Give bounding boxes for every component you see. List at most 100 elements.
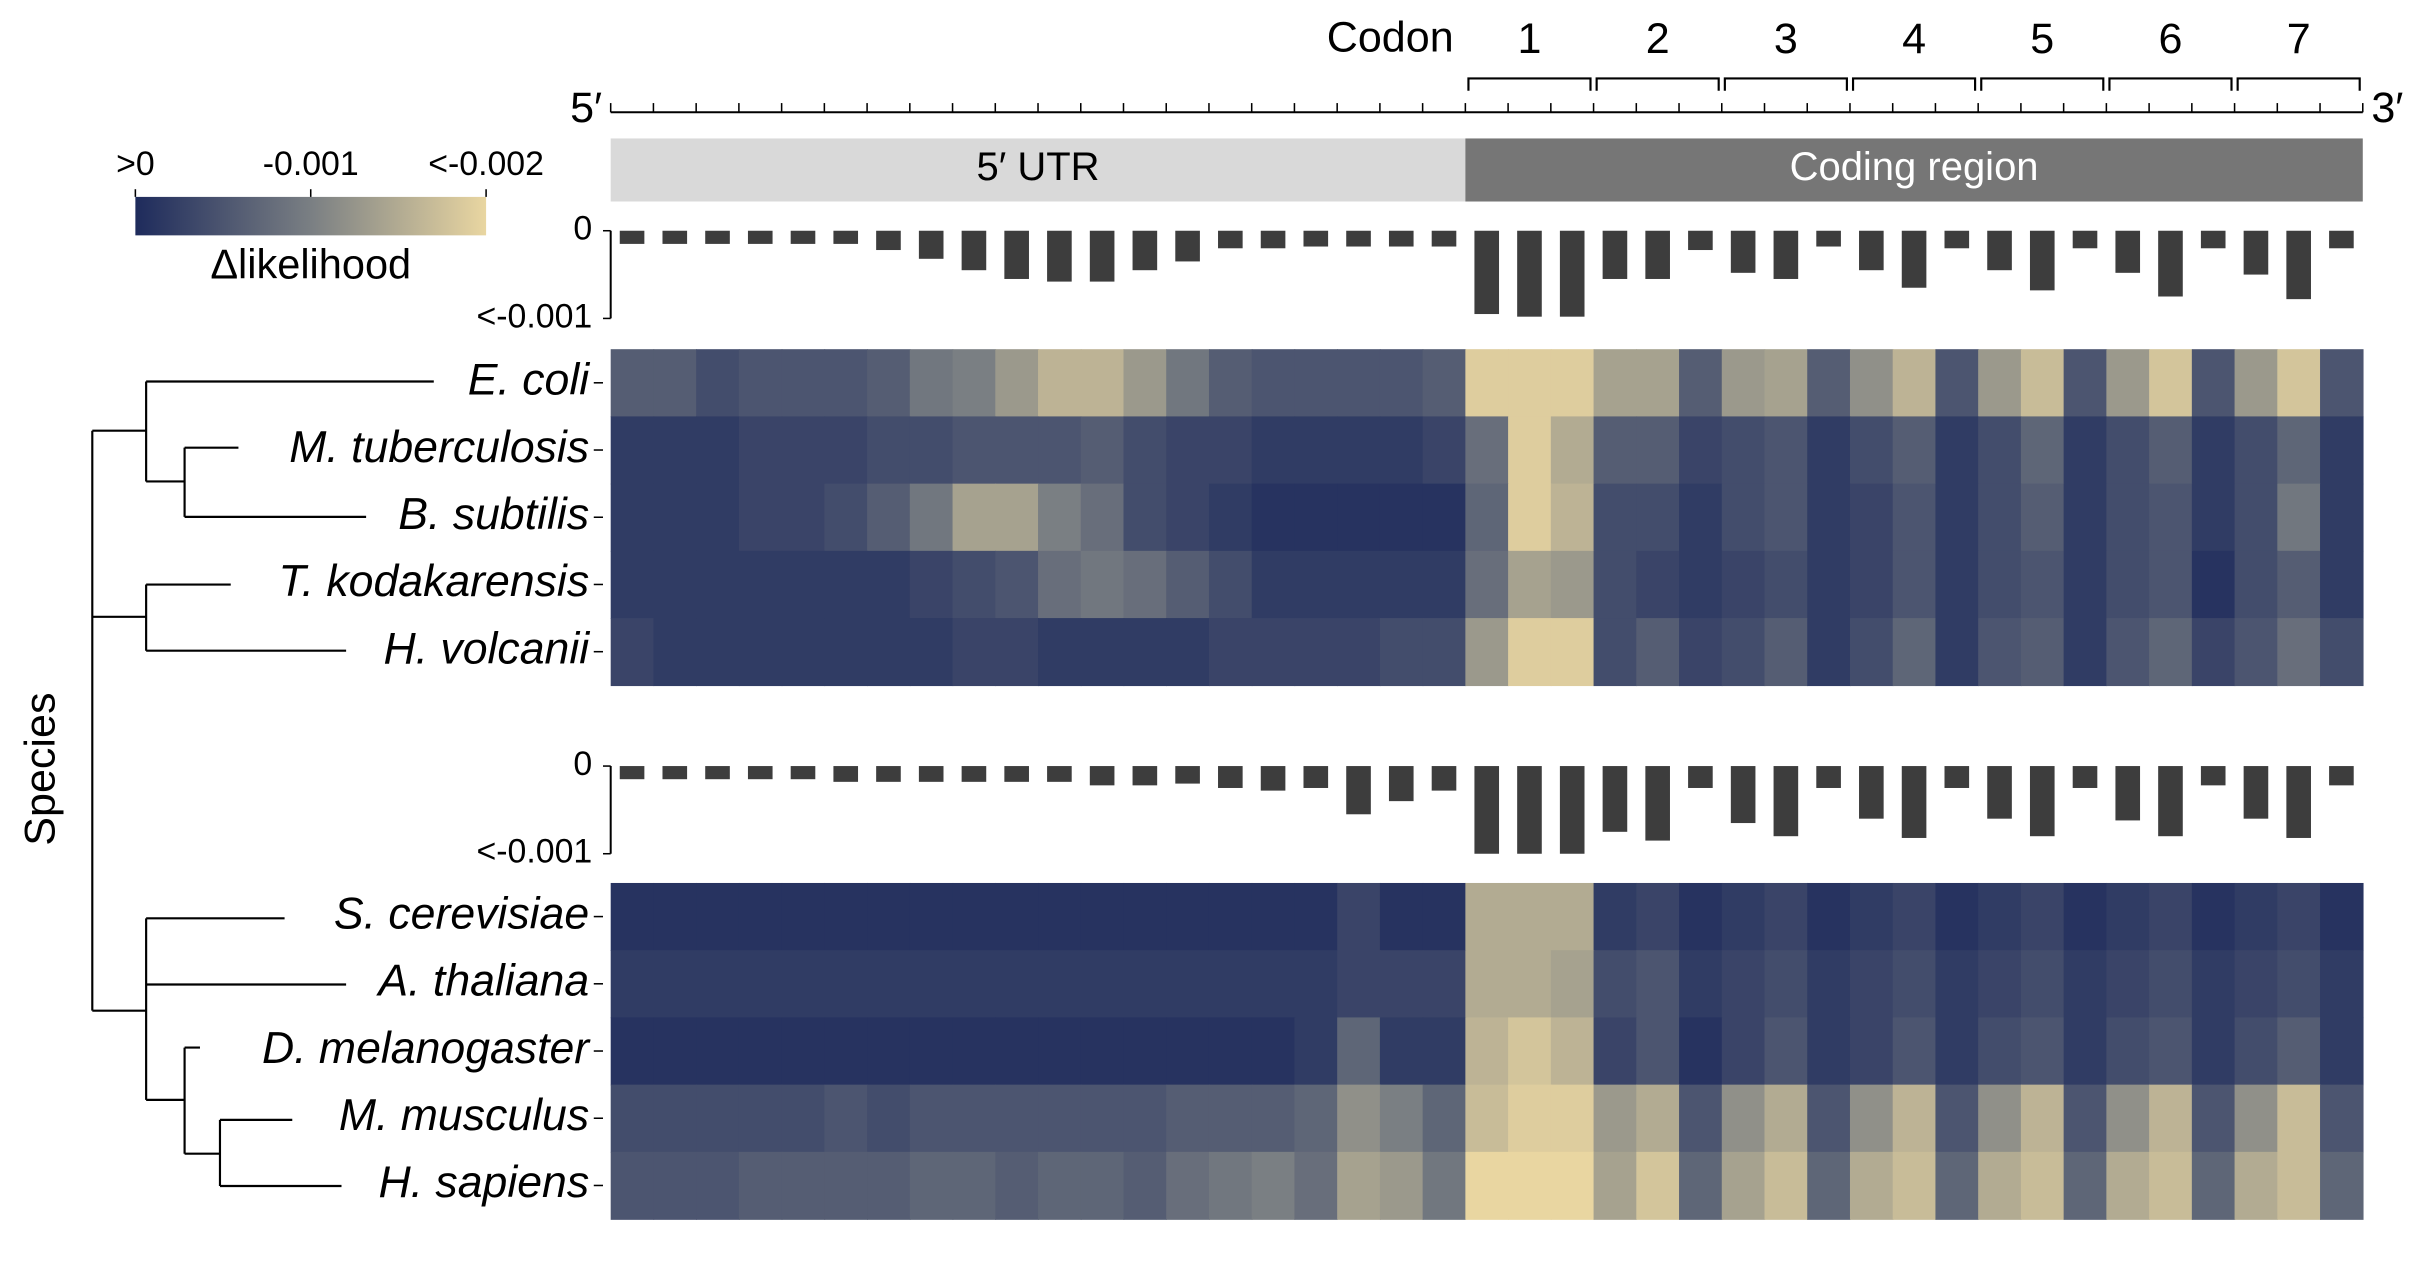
heatmap-cell bbox=[1123, 950, 1167, 1019]
heatmap-cell bbox=[1764, 1084, 1809, 1153]
heatmap-cell bbox=[696, 349, 740, 418]
heatmap-cell bbox=[824, 1151, 868, 1220]
bar bbox=[961, 230, 987, 271]
bar bbox=[1602, 230, 1628, 279]
heatmap-cell bbox=[2234, 416, 2279, 485]
bar bbox=[1987, 230, 2012, 271]
heatmap-cell bbox=[1721, 1017, 1766, 1086]
heatmap-cell bbox=[2277, 1151, 2321, 1220]
bar bbox=[619, 230, 645, 244]
heatmap-cell bbox=[1892, 416, 1937, 485]
heatmap-cell bbox=[1465, 1084, 1509, 1153]
heatmap-cell bbox=[1379, 550, 1424, 619]
heatmap-cell bbox=[1807, 1084, 1851, 1153]
heatmap-cell bbox=[1422, 483, 1467, 552]
heatmap-cell bbox=[2191, 618, 2236, 687]
heatmap-cell bbox=[2063, 950, 2108, 1019]
heatmap-cell bbox=[2063, 882, 2108, 951]
heatmap-cell bbox=[1337, 950, 1381, 1019]
heatmap-cell bbox=[952, 1151, 997, 1220]
bar bbox=[1346, 230, 1371, 247]
heatmap-cell bbox=[1038, 550, 1082, 619]
heatmap-cell bbox=[1935, 882, 1979, 951]
heatmap-cell bbox=[909, 1151, 954, 1220]
heatmap-cell bbox=[1465, 1017, 1509, 1086]
bar bbox=[1602, 766, 1628, 832]
bar bbox=[790, 766, 816, 780]
heatmap-cell bbox=[867, 416, 911, 485]
heatmap-cell bbox=[1465, 1151, 1509, 1220]
bar bbox=[1773, 230, 1799, 279]
species-label: A. thaliana bbox=[375, 957, 589, 1006]
heatmap-cell bbox=[952, 882, 997, 951]
heatmap-cell bbox=[1080, 483, 1125, 552]
heatmap-cell bbox=[696, 1017, 740, 1086]
heatmap-cell bbox=[2320, 618, 2364, 687]
y-axis-label: Species bbox=[16, 693, 64, 846]
heatmap-cell bbox=[696, 483, 740, 552]
heatmap-cell bbox=[1038, 1151, 1082, 1220]
heatmap-cell bbox=[2020, 882, 2065, 951]
heatmap-cell bbox=[2234, 1151, 2279, 1220]
bar bbox=[1944, 766, 1970, 788]
heatmap-cell bbox=[2191, 882, 2236, 951]
heatmap-cell bbox=[2149, 483, 2193, 552]
bar bbox=[961, 766, 987, 782]
heatmap-cell bbox=[1849, 483, 1894, 552]
heatmap-cell bbox=[1849, 882, 1894, 951]
heatmap-cell bbox=[1123, 416, 1167, 485]
species-label: M. musculus bbox=[339, 1091, 589, 1140]
codon-number: 5 bbox=[2030, 15, 2054, 63]
heatmap-cell bbox=[952, 416, 997, 485]
heatmap-cell bbox=[1721, 349, 1766, 418]
heatmap-cell bbox=[909, 416, 954, 485]
heatmap-cell bbox=[867, 1151, 911, 1220]
bar bbox=[2243, 766, 2269, 819]
heatmap-cell bbox=[2320, 483, 2364, 552]
heatmap-cell bbox=[824, 483, 868, 552]
heatmap-cell bbox=[1123, 1017, 1167, 1086]
bar-tick-label: <-0.001 bbox=[477, 297, 593, 335]
heatmap-cell bbox=[1337, 349, 1381, 418]
heatmap-cell bbox=[2063, 349, 2108, 418]
bar bbox=[918, 766, 944, 782]
heatmap-cell bbox=[738, 618, 783, 687]
bar bbox=[2243, 230, 2269, 275]
heatmap-cell bbox=[1208, 416, 1253, 485]
heatmap-cell bbox=[1294, 416, 1338, 485]
heatmap-cell bbox=[1849, 1151, 1894, 1220]
heatmap-cell bbox=[1337, 550, 1381, 619]
bar bbox=[2329, 766, 2354, 786]
codon-number: 1 bbox=[1517, 15, 1541, 63]
heatmap-cell bbox=[1807, 349, 1851, 418]
heatmap-cell bbox=[1080, 416, 1125, 485]
bar-tick-label: 0 bbox=[573, 210, 592, 248]
heatmap-cell bbox=[1892, 1084, 1937, 1153]
utr-region bbox=[610, 138, 1466, 202]
heatmap-cell bbox=[1892, 1017, 1937, 1086]
heatmap-cell bbox=[1166, 550, 1210, 619]
heatmap-cell bbox=[2234, 618, 2279, 687]
heatmap-cell bbox=[1038, 483, 1082, 552]
heatmap-cell bbox=[610, 349, 655, 418]
heatmap-cell bbox=[824, 550, 868, 619]
heatmap-cell bbox=[610, 1151, 655, 1220]
heatmap-cell bbox=[867, 1017, 911, 1086]
heatmap-cell bbox=[2020, 1084, 2065, 1153]
heatmap-cell bbox=[1294, 882, 1338, 951]
bar bbox=[1517, 766, 1542, 854]
codon-bracket bbox=[1980, 77, 2105, 91]
bar bbox=[747, 766, 773, 780]
heatmap-cell bbox=[1038, 950, 1082, 1019]
heatmap-cell bbox=[696, 882, 740, 951]
heatmap-cell bbox=[1849, 550, 1894, 619]
heatmap-cell bbox=[696, 416, 740, 485]
heatmap-cell bbox=[1636, 882, 1680, 951]
heatmap-cell bbox=[1379, 483, 1424, 552]
heatmap-cell bbox=[2320, 1084, 2364, 1153]
heatmap-cell bbox=[2063, 1084, 2108, 1153]
heatmap-cell bbox=[1038, 882, 1082, 951]
heatmap-cell bbox=[1251, 349, 1296, 418]
heatmap-cell bbox=[867, 882, 911, 951]
region-label: 5′ UTR bbox=[977, 145, 1100, 189]
